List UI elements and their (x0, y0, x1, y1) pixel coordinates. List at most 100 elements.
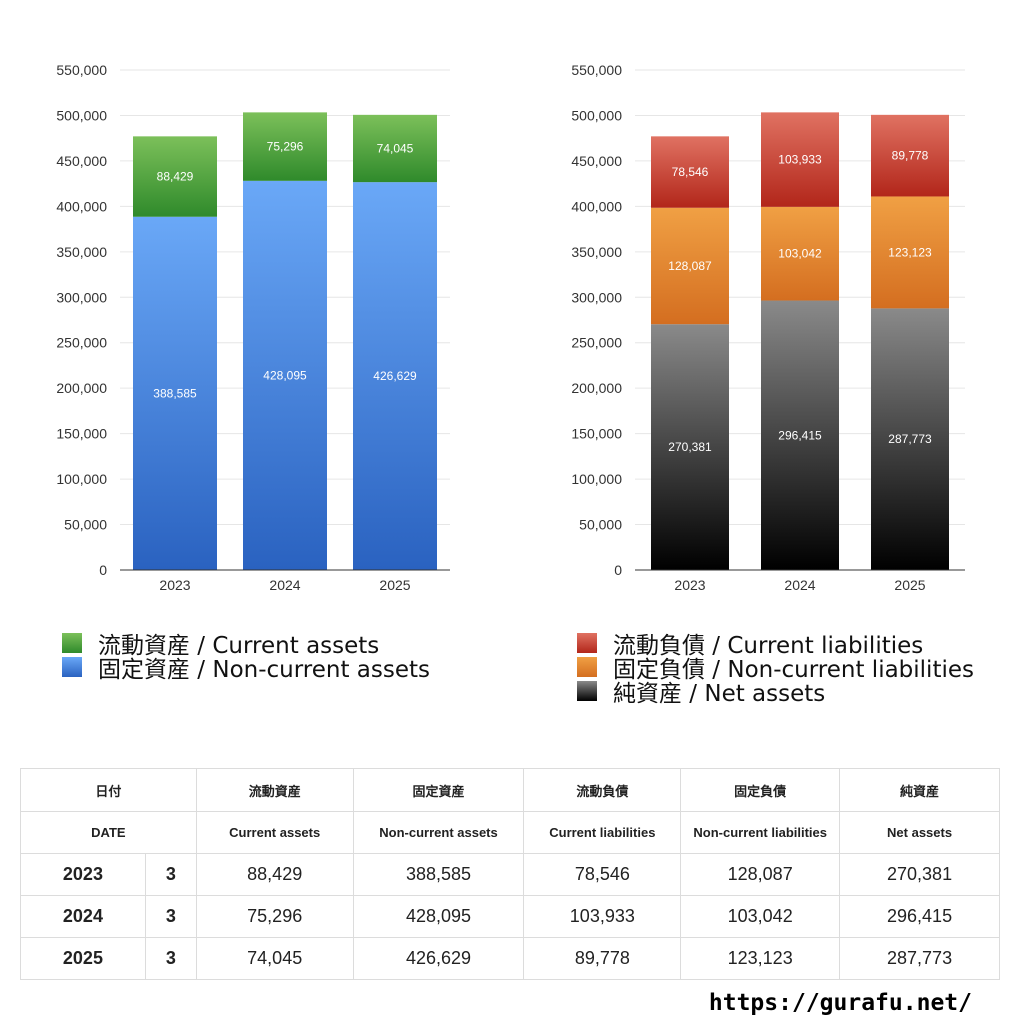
bar-current-liabilities (761, 112, 839, 207)
header-current-assets-jp: 流動資産 (195, 768, 354, 812)
y-tick-label: 300,000 (56, 289, 107, 305)
bar-noncurrent-liabilities (761, 206, 839, 301)
x-tick-label: 2025 (894, 577, 925, 593)
bar-current-liabilities (651, 136, 729, 208)
legend-swatch (62, 633, 82, 653)
legend-swatch (577, 657, 597, 677)
cell-net-assets: 287,773 (839, 937, 1000, 980)
x-tick-label: 2023 (159, 577, 190, 593)
data-label: 388,585 (153, 386, 197, 400)
cell-noncurrent-assets: 428,095 (352, 895, 525, 938)
legend-item: 流動負債 / Current liabilities (577, 631, 974, 659)
data-label: 74,045 (377, 141, 414, 155)
y-tick-label: 250,000 (571, 335, 622, 351)
y-tick-label: 200,000 (56, 380, 107, 396)
chart-1: 0 50,000 100,000 150,000 200,000 250,000 300,0… (571, 62, 965, 593)
data-label: 270,381 (668, 440, 712, 454)
data-label: 78,546 (672, 165, 709, 179)
bar-current-liabilities (871, 114, 949, 197)
y-tick-label: 50,000 (579, 517, 622, 533)
data-label: 428,095 (263, 368, 307, 382)
y-tick-label: 450,000 (56, 153, 107, 169)
y-tick-label: 0 (614, 562, 622, 578)
bar-noncurrent-liabilities (651, 207, 729, 325)
y-tick-label: 100,000 (571, 471, 622, 487)
header-date-en: DATE (20, 811, 197, 854)
header-current-assets-en: Current assets (195, 811, 354, 854)
y-tick-label: 500,000 (571, 107, 622, 123)
cell-current-liabilities: 89,778 (523, 937, 682, 980)
legend-liabilities: 流動負債 / Current liabilities 固定負債 / Non-cur… (577, 631, 974, 707)
legend-item: 固定負債 / Non-current liabilities (577, 655, 974, 683)
table-header-en: DATE Current assets Non-current assets C… (20, 811, 1000, 854)
legend-swatch (577, 681, 597, 701)
cell-noncurrent-assets: 388,585 (352, 853, 525, 896)
charts-canvas: 0 50,000 100,000 150,000 200,000 250,000 300,0… (56, 62, 965, 593)
legend-label: 固定資産 / Non-current assets (98, 657, 431, 683)
cell-current-liabilities: 103,933 (523, 895, 682, 938)
header-current-liabilities-en: Current liabilities (523, 811, 682, 854)
y-tick-label: 150,000 (56, 426, 107, 442)
legend-label: 純資産 / Net assets (613, 681, 826, 707)
data-label: 296,415 (778, 428, 822, 442)
data-label: 287,773 (888, 432, 932, 446)
y-tick-label: 350,000 (571, 244, 622, 260)
legend-item: 固定資産 / Non-current assets (62, 655, 430, 683)
cell-current-assets: 74,045 (195, 937, 354, 980)
y-tick-label: 50,000 (64, 517, 107, 533)
y-tick-label: 550,000 (56, 62, 107, 78)
data-label: 75,296 (267, 140, 304, 154)
table-row: 2023 3 88,429 388,585 78,546 128,087 270… (20, 853, 1000, 896)
legend-label: 固定負債 / Non-current liabilities (613, 657, 974, 683)
legend-swatch (62, 657, 82, 677)
legend-swatch (577, 633, 597, 653)
y-tick-label: 400,000 (56, 198, 107, 214)
y-tick-label: 200,000 (571, 380, 622, 396)
data-label: 426,629 (373, 369, 417, 383)
row-month: 3 (144, 895, 197, 938)
row-year: 2024 (20, 895, 146, 938)
data-label: 103,042 (778, 247, 822, 261)
y-tick-label: 300,000 (571, 289, 622, 305)
bar-net-assets (871, 308, 949, 570)
cell-current-assets: 75,296 (195, 895, 354, 938)
legend-assets: 流動資産 / Current assets 固定資産 / Non-current … (62, 631, 430, 683)
y-tick-label: 0 (99, 562, 107, 578)
y-tick-label: 550,000 (571, 62, 622, 78)
cell-net-assets: 296,415 (839, 895, 1000, 938)
x-tick-label: 2024 (784, 577, 815, 593)
table-header-jp: 日付 流動資産 固定資産 流動負債 固定負債 純資産 (20, 768, 1000, 812)
y-tick-label: 250,000 (56, 335, 107, 351)
header-current-liabilities-jp: 流動負債 (523, 768, 682, 812)
header-noncurrent-assets-jp: 固定資産 (352, 768, 525, 812)
legend-label: 流動負債 / Current liabilities (613, 633, 924, 659)
bar-noncurrent-liabilities (871, 196, 949, 309)
cell-noncurrent-liabilities: 123,123 (680, 937, 841, 980)
y-tick-label: 150,000 (571, 426, 622, 442)
cell-current-liabilities: 78,546 (523, 853, 682, 896)
cell-noncurrent-liabilities: 103,042 (680, 895, 841, 938)
data-label: 88,429 (157, 170, 194, 184)
x-tick-label: 2023 (674, 577, 705, 593)
bar-current-assets (353, 114, 437, 183)
x-tick-label: 2025 (379, 577, 410, 593)
header-noncurrent-liabilities-jp: 固定負債 (680, 768, 841, 812)
header-net-assets-jp: 純資産 (839, 768, 1000, 812)
data-label: 123,123 (888, 245, 932, 259)
row-year: 2025 (20, 937, 146, 980)
y-tick-label: 100,000 (56, 471, 107, 487)
y-tick-label: 400,000 (571, 198, 622, 214)
header-noncurrent-liabilities-en: Non-current liabilities (680, 811, 841, 854)
data-label: 103,933 (778, 153, 822, 167)
bar-noncurrent-assets (133, 216, 217, 570)
bar-current-assets (133, 136, 217, 217)
row-month: 3 (144, 937, 197, 980)
legend-item: 純資産 / Net assets (577, 679, 974, 707)
financial-table: 日付 流動資産 固定資産 流動負債 固定負債 純資産 DATE Current … (20, 768, 1000, 980)
bar-net-assets (761, 300, 839, 570)
data-label: 128,087 (668, 259, 712, 273)
y-tick-label: 350,000 (56, 244, 107, 260)
legend-label: 流動資産 / Current assets (98, 633, 380, 659)
bar-noncurrent-assets (243, 180, 327, 570)
